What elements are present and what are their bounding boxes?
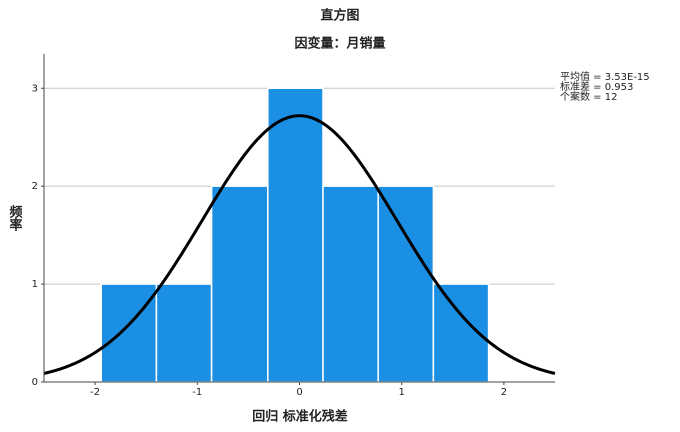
stat-std: 标准差 = 0.953 <box>560 80 633 93</box>
x-tick-label: -2 <box>90 387 100 398</box>
y-tick-label: 3 <box>32 83 38 94</box>
y-tick-label: 1 <box>32 279 38 290</box>
bar <box>377 185 435 383</box>
chart-title: 直方图 <box>320 8 359 24</box>
bar <box>210 185 269 383</box>
bar <box>322 185 379 383</box>
y-tick-label: 2 <box>32 181 38 192</box>
normal-curve <box>43 114 556 375</box>
chart-subtitle: 因变量：月销量 <box>294 36 385 52</box>
bar <box>100 283 158 383</box>
x-axis-title: 回归 标准化残差 <box>252 409 348 425</box>
x-tick-label: 0 <box>296 387 302 398</box>
stat-n: 个案数 = 12 <box>560 90 617 103</box>
x-tick-label: -1 <box>192 387 202 398</box>
bar <box>155 283 213 383</box>
stat-mean: 平均值 = 3.53E-15 <box>560 70 650 83</box>
x-tick-label: 1 <box>399 387 405 398</box>
y-axis-title: 频率 <box>7 204 23 232</box>
bar <box>267 87 324 383</box>
x-tick-label: 2 <box>501 387 507 398</box>
y-tick-label: 0 <box>32 377 38 388</box>
